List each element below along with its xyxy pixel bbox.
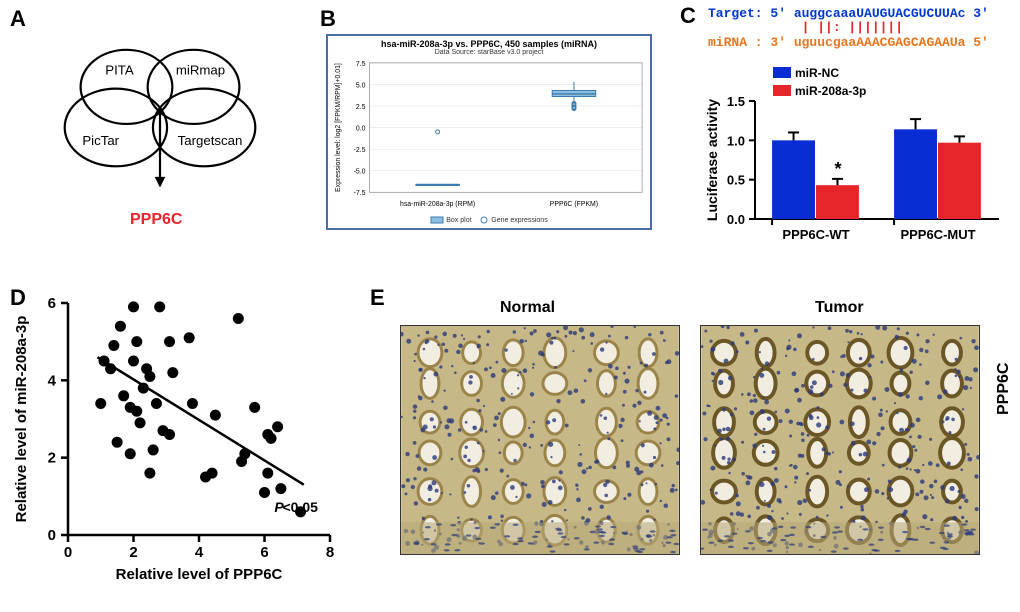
- svg-text:7.5: 7.5: [356, 61, 366, 68]
- svg-text:2: 2: [129, 544, 137, 561]
- svg-text:8: 8: [326, 544, 334, 561]
- boxplot-frame: hsa-miR-208a-3p vs. PPP6C, 450 samples (…: [326, 34, 652, 230]
- panel-a-label: A: [10, 6, 26, 32]
- ppp6c-side-label: PPP6C: [995, 363, 1013, 415]
- svg-text:2.5: 2.5: [356, 104, 366, 111]
- svg-text:5.0: 5.0: [356, 82, 366, 89]
- venn-pictar: PicTar: [82, 133, 119, 148]
- svg-text:Expression level: log2 [FPKM/R: Expression level: log2 [FPKM/RPM]+0.01]: [335, 63, 342, 192]
- histo-normal: [400, 325, 680, 555]
- venn-mirmap: miRmap: [176, 63, 225, 78]
- svg-text:PPP6C (FPKM): PPP6C (FPKM): [550, 201, 598, 208]
- svg-text:0.0: 0.0: [356, 126, 366, 133]
- svg-text:0: 0: [48, 527, 56, 544]
- svg-text:-2.5: -2.5: [354, 147, 366, 154]
- sequence-alignment: Target: 5' auggcaaaUAUGUACGUCUUAc 3' | |…: [708, 7, 989, 50]
- venn-result: PPP6C: [130, 211, 182, 229]
- svg-text:4: 4: [195, 544, 204, 561]
- panel-d-label: D: [10, 285, 26, 311]
- svg-text:0.0: 0.0: [727, 212, 745, 227]
- luciferase-bar-chart: miR-NC miR-208a-3p 0.00.51.01.5Luciferas…: [703, 73, 1003, 243]
- svg-text:*: *: [834, 159, 841, 179]
- boxplot-subtitle: Data Source: starBase v3.0 project: [328, 49, 650, 56]
- boxplot-title: hsa-miR-208a-3p vs. PPP6C, 450 samples (…: [328, 36, 650, 49]
- venn-targetscan: Targetscan: [178, 133, 243, 148]
- venn-pita: PITA: [105, 63, 134, 78]
- svg-text:PPP6C-WT: PPP6C-WT: [782, 227, 849, 242]
- legend-208a: miR-208a-3p: [773, 84, 866, 98]
- svg-text:<0.05: <0.05: [283, 499, 319, 515]
- scatter-plot: 0 2 4 6 8 0 2 4 6 Relative level of PPP6C Relative…: [10, 285, 340, 585]
- panel-e-label: E: [370, 285, 385, 311]
- svg-text:Relative level of miR-208a-3p: Relative level of miR-208a-3p: [13, 316, 30, 523]
- svg-text:0: 0: [64, 544, 72, 561]
- histo-tumor: [700, 325, 980, 555]
- svg-text:1.0: 1.0: [727, 133, 745, 148]
- svg-text:6: 6: [260, 544, 268, 561]
- boxplot-legend: Box plot Gene expressions: [328, 216, 650, 224]
- svg-text:4: 4: [48, 372, 57, 389]
- svg-text:0.5: 0.5: [727, 173, 745, 188]
- svg-text:-5.0: -5.0: [354, 169, 366, 176]
- svg-text:6: 6: [48, 295, 56, 312]
- svg-text:PPP6C-MUT: PPP6C-MUT: [900, 227, 975, 242]
- svg-text:2: 2: [48, 450, 56, 467]
- svg-text:Relative level of PPP6C: Relative level of PPP6C: [116, 566, 283, 583]
- svg-text:-7.5: -7.5: [354, 190, 366, 197]
- svg-text:1.5: 1.5: [727, 94, 745, 109]
- label-tumor: Tumor: [815, 299, 864, 317]
- boxplot-svg: -7.5 -5.0 -2.5 0.0 2.5 5.0 7.5 Expression level…: [328, 56, 650, 211]
- venn-diagram: PITA miRmap PicTar Targetscan: [40, 41, 280, 191]
- panel-c-label: C: [680, 3, 696, 29]
- svg-text:Luciferase activity: Luciferase activity: [704, 99, 720, 221]
- panel-b-label: B: [320, 6, 336, 32]
- svg-text:hsa-miR-208a-3p (RPM): hsa-miR-208a-3p (RPM): [400, 201, 475, 208]
- label-normal: Normal: [500, 299, 555, 317]
- legend-nc: miR-NC: [773, 66, 839, 80]
